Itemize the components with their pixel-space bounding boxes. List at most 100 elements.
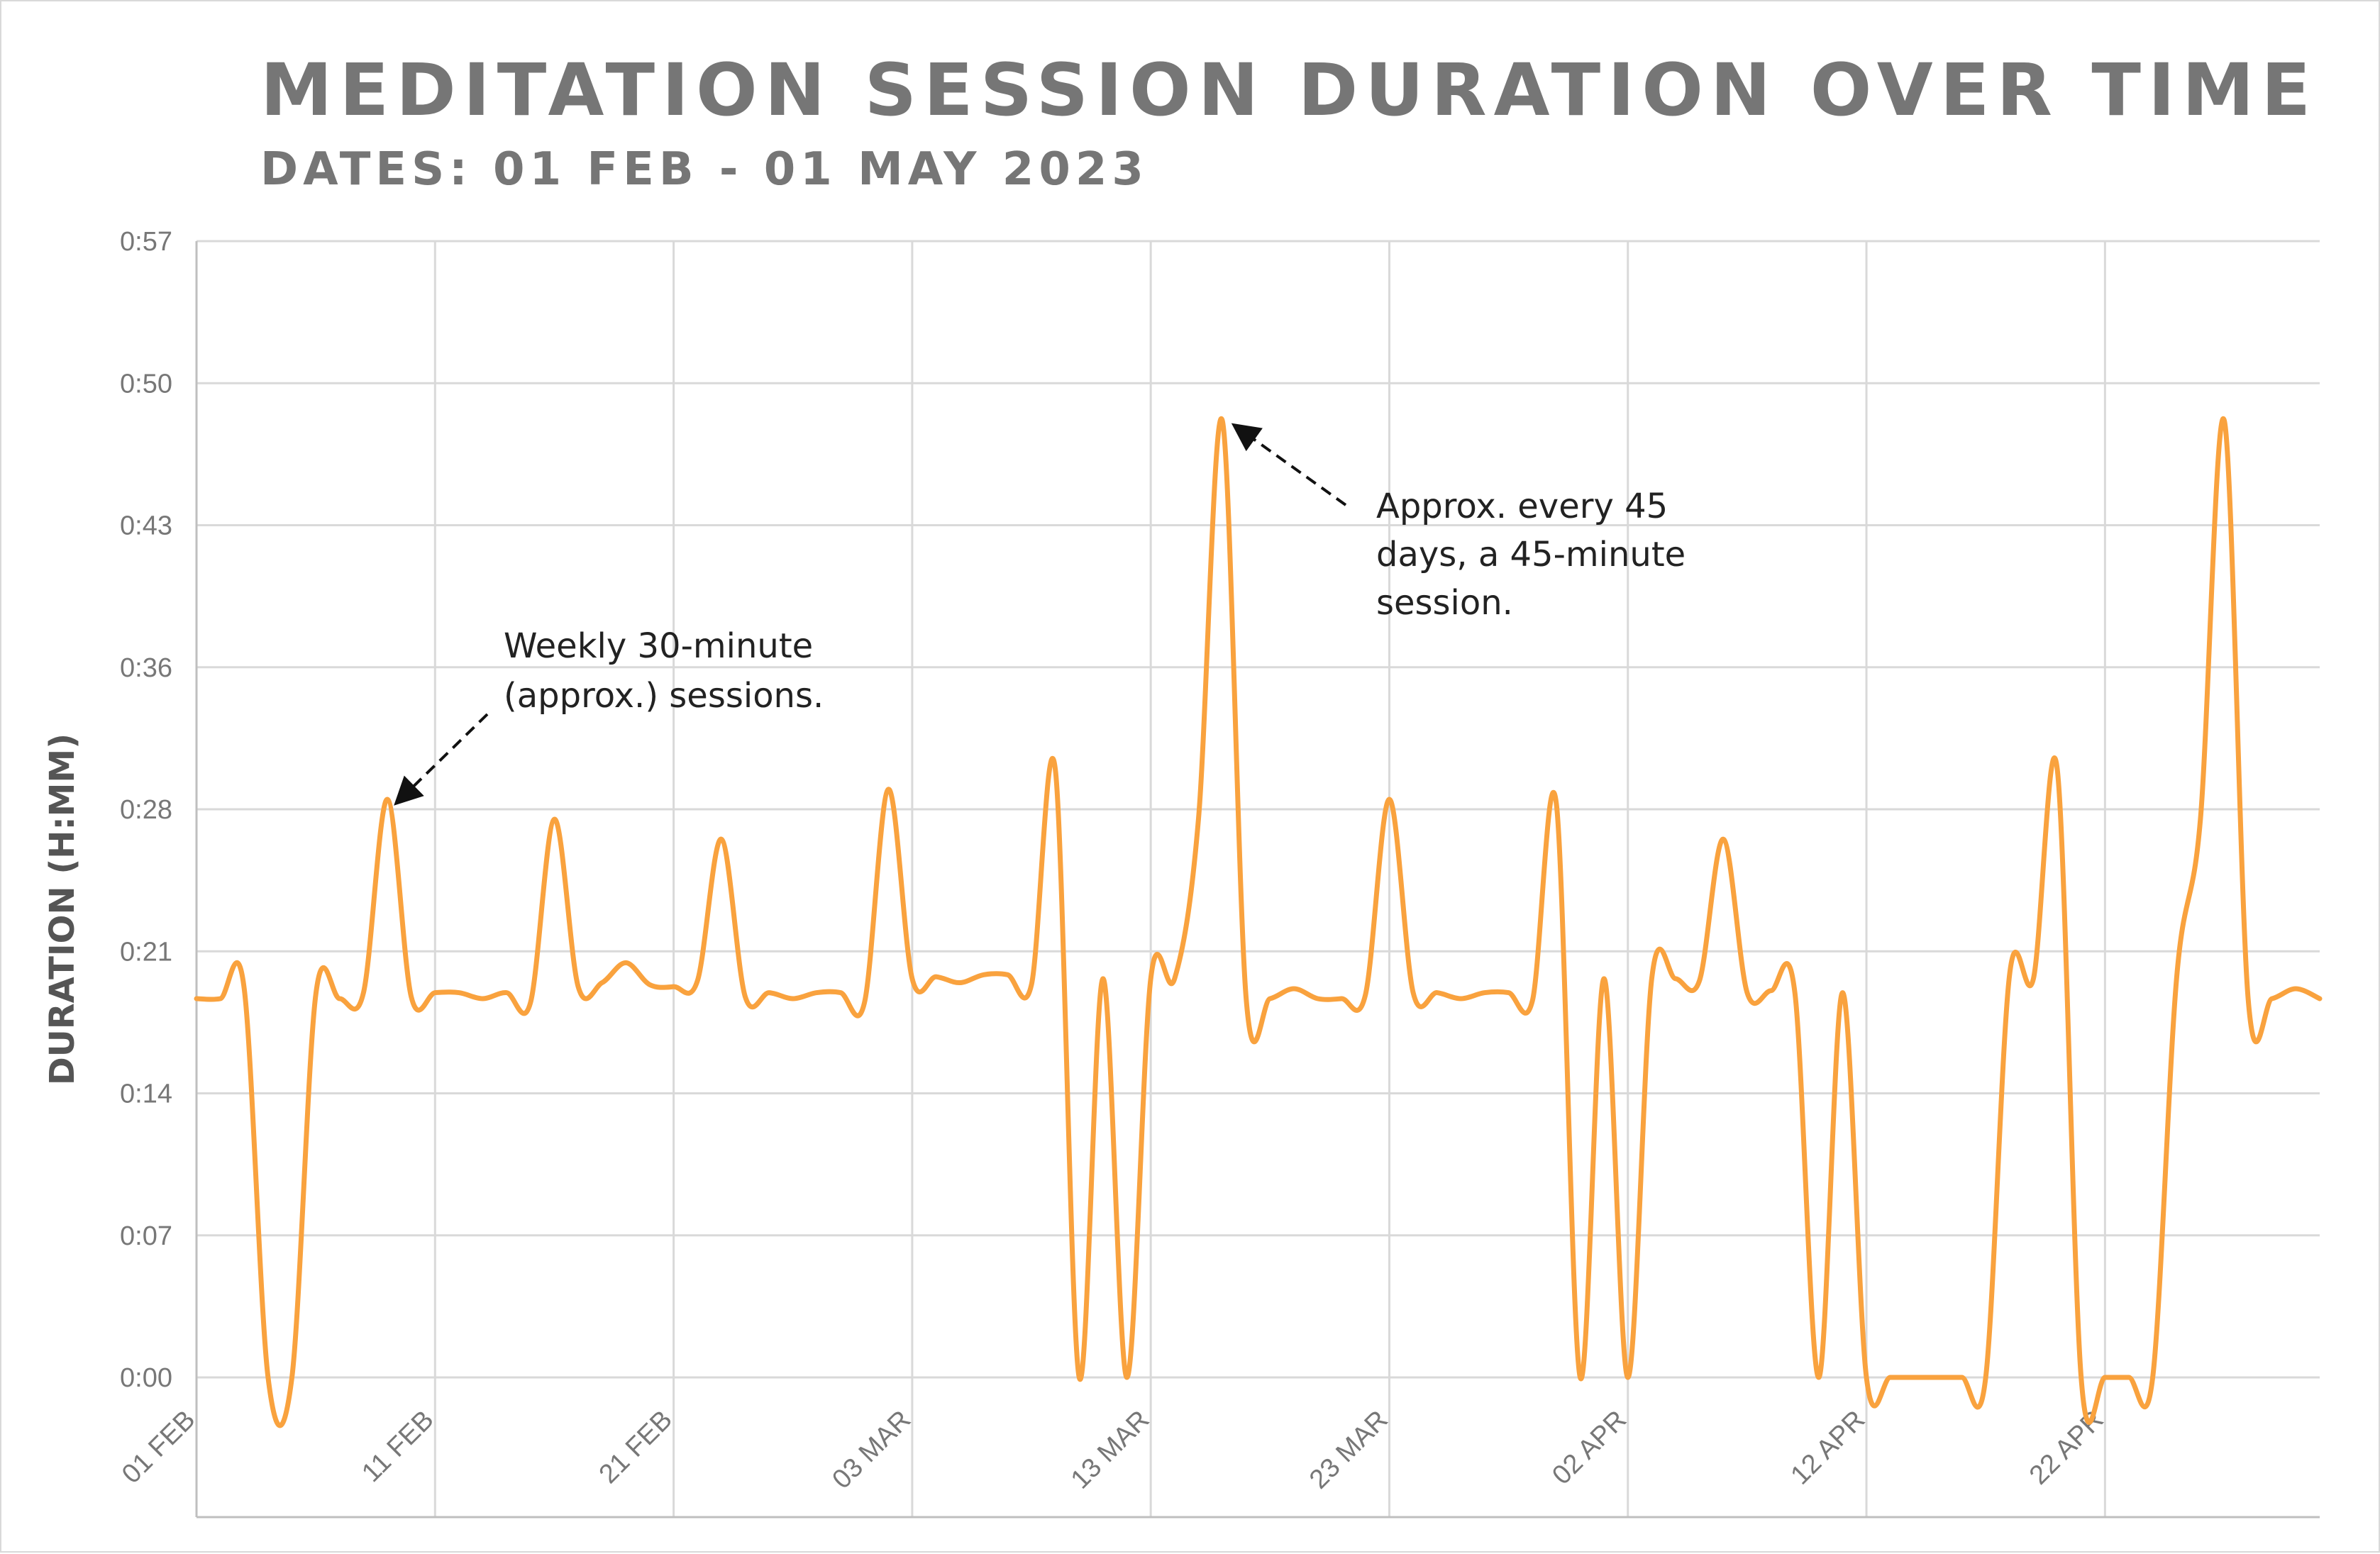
y-tick-label: 0:43 <box>120 511 172 541</box>
series-point <box>1555 802 1558 805</box>
series-point <box>815 992 818 994</box>
series-point <box>743 995 746 998</box>
series-point <box>2056 768 2059 771</box>
series-point <box>673 985 675 988</box>
series-point <box>2247 997 2249 1000</box>
series-point <box>2294 987 2297 990</box>
series-point <box>410 995 413 998</box>
y-tick-label: 0:57 <box>120 227 172 257</box>
y-tick-label: 0:36 <box>120 653 172 683</box>
series-point <box>1436 992 1439 994</box>
series-point <box>839 992 842 994</box>
chart-subtitle: DATES: 01 FEB - 01 MAY 2023 <box>260 143 1149 196</box>
series-point <box>2008 973 2011 976</box>
series-point <box>648 983 651 986</box>
series-point <box>1317 997 1319 1000</box>
annotation-45-day-session: Approx. every 45 days, a 45-minute sessi… <box>1231 423 1686 623</box>
series-point <box>243 987 245 990</box>
series-point <box>1340 997 1343 1000</box>
series-point <box>1961 1376 1964 1379</box>
series-point <box>1746 992 1749 994</box>
y-tick-labels: 0:00 0:07 0:14 0:21 0:28 0:36 0:43 0:50 0:57 <box>120 227 172 1393</box>
series-point <box>1937 1376 1939 1379</box>
series-point <box>2223 419 2225 422</box>
y-tick-label: 0:28 <box>120 795 172 825</box>
series-point <box>1603 977 1605 980</box>
series-point <box>1984 1376 1987 1379</box>
series-point <box>1722 838 1725 840</box>
y-tick-label: 0:50 <box>120 369 172 399</box>
series-point <box>911 977 914 980</box>
series-point <box>1698 979 1701 982</box>
series-point <box>1483 992 1486 994</box>
series-point <box>577 985 580 988</box>
series-point <box>2175 977 2178 980</box>
series-point <box>1841 992 1844 994</box>
series-point <box>1268 997 1271 1000</box>
series-point <box>314 993 317 996</box>
series-point <box>1889 1376 1892 1379</box>
annotation-arrow-weekly <box>394 713 489 806</box>
y-axis-label: DURATION (H:MM) <box>43 733 82 1085</box>
annotation-weekly-sessions: Weekly 30-minute (approx.) sessions. <box>394 626 824 806</box>
series-point <box>1197 818 1200 821</box>
x-tick-label: 03 MAR <box>826 1405 917 1495</box>
series-point <box>553 818 555 821</box>
series-point <box>362 992 365 994</box>
series-point <box>863 1001 866 1004</box>
series-point <box>792 997 795 1000</box>
series-point <box>983 973 985 976</box>
series-point <box>1770 989 1773 992</box>
annotation-45day-line-1: Approx. every 45 <box>1376 487 1668 526</box>
annotation-weekly-line-2: (approx.) sessions. <box>504 676 824 716</box>
vertical-gridlines <box>433 241 2106 1517</box>
series-point <box>1293 987 1295 990</box>
series-point <box>2103 1376 2106 1379</box>
series-point <box>2032 977 2035 980</box>
annotation-arrow-45-day <box>1231 423 1347 506</box>
series-point <box>1149 977 1152 980</box>
annotation-45day-line-2: days, a 45-minute <box>1376 535 1686 575</box>
series-point <box>1006 973 1009 976</box>
series-point <box>1412 992 1415 994</box>
y-tick-label: 0:14 <box>120 1080 172 1109</box>
series-point <box>1126 1376 1129 1379</box>
series-point <box>219 997 222 1000</box>
series-point <box>338 997 341 1000</box>
x-tick-label: 11 FEB <box>356 1405 439 1488</box>
series-point <box>1531 999 1534 1002</box>
series-point <box>2199 818 2202 821</box>
series-point <box>1817 1376 1820 1379</box>
series-point <box>2318 997 2321 1000</box>
x-tick-label: 02 APR <box>1546 1405 1632 1491</box>
horizontal-gridlines <box>197 240 2320 1379</box>
x-tick-label: 12 APR <box>1786 1405 1871 1491</box>
y-tick-label: 0:00 <box>120 1363 172 1393</box>
series-point <box>1578 1376 1581 1379</box>
x-tick-label: 21 FEB <box>594 1405 678 1489</box>
series-point <box>768 992 770 994</box>
series-point <box>2127 1376 2130 1379</box>
series-point <box>1054 768 1057 771</box>
series-point <box>624 961 627 964</box>
series-point <box>696 979 699 982</box>
series-point <box>1102 977 1105 980</box>
annotation-45day-line-3: session. <box>1376 583 1513 623</box>
series-point <box>2080 1376 2083 1379</box>
annotation-weekly-line-1: Weekly 30-minute <box>504 626 813 666</box>
series-point <box>1674 977 1677 980</box>
series-point <box>1245 997 1248 1000</box>
series-point <box>1078 1376 1080 1379</box>
x-tick-labels: 01 FEB 11 FEB 21 FEB 03 MAR 13 MAR 23 MAR 02 A… <box>116 1405 2110 1495</box>
series-point <box>1173 977 1176 980</box>
series-point <box>1221 419 1224 422</box>
series-point <box>1627 1376 1629 1379</box>
series-point <box>1507 992 1510 994</box>
x-tick-label: 22 APR <box>2024 1405 2110 1491</box>
series-point <box>195 997 198 1000</box>
series-point <box>386 798 389 801</box>
series-point <box>458 992 460 994</box>
series-point <box>1865 1376 1868 1379</box>
